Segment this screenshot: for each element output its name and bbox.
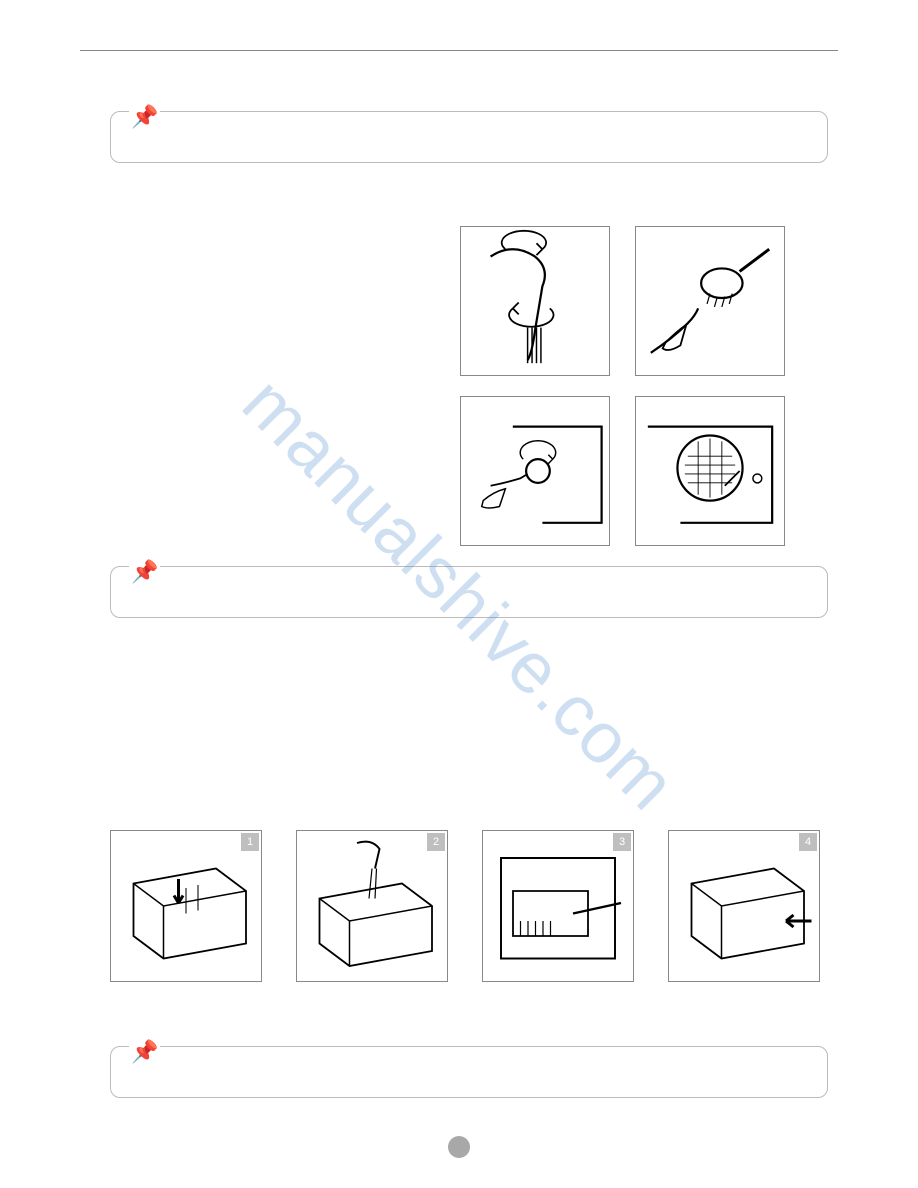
figure-drawer-brush-slot: 3 — [482, 830, 634, 982]
step-badge-3: 3 — [613, 833, 631, 851]
pushpin-icon: 📌 — [129, 102, 160, 133]
figure-brush-filter — [635, 226, 785, 376]
figure-mesh-filter — [635, 396, 785, 546]
step-badge-4: 4 — [799, 833, 817, 851]
note-box-3: 📌 — [110, 1046, 828, 1098]
pushpin-icon: 📌 — [129, 1037, 160, 1068]
step-badge-1: 1 — [241, 833, 259, 851]
figure-drawer-rinse: 2 — [296, 830, 448, 982]
figure-tap-unscrew — [460, 226, 610, 376]
drawer-figure-row: 1 2 3 4 — [110, 830, 838, 982]
header-rule — [80, 50, 838, 51]
pushpin-icon: 📌 — [129, 557, 160, 588]
figure-back-inlet — [460, 396, 610, 546]
page-number — [448, 1136, 470, 1158]
note-box-1: 📌 — [110, 111, 828, 163]
figure-drawer-insert: 4 — [668, 830, 820, 982]
step-badge-2: 2 — [427, 833, 445, 851]
figure-drawer-press: 1 — [110, 830, 262, 982]
note-box-2: 📌 — [110, 566, 828, 618]
